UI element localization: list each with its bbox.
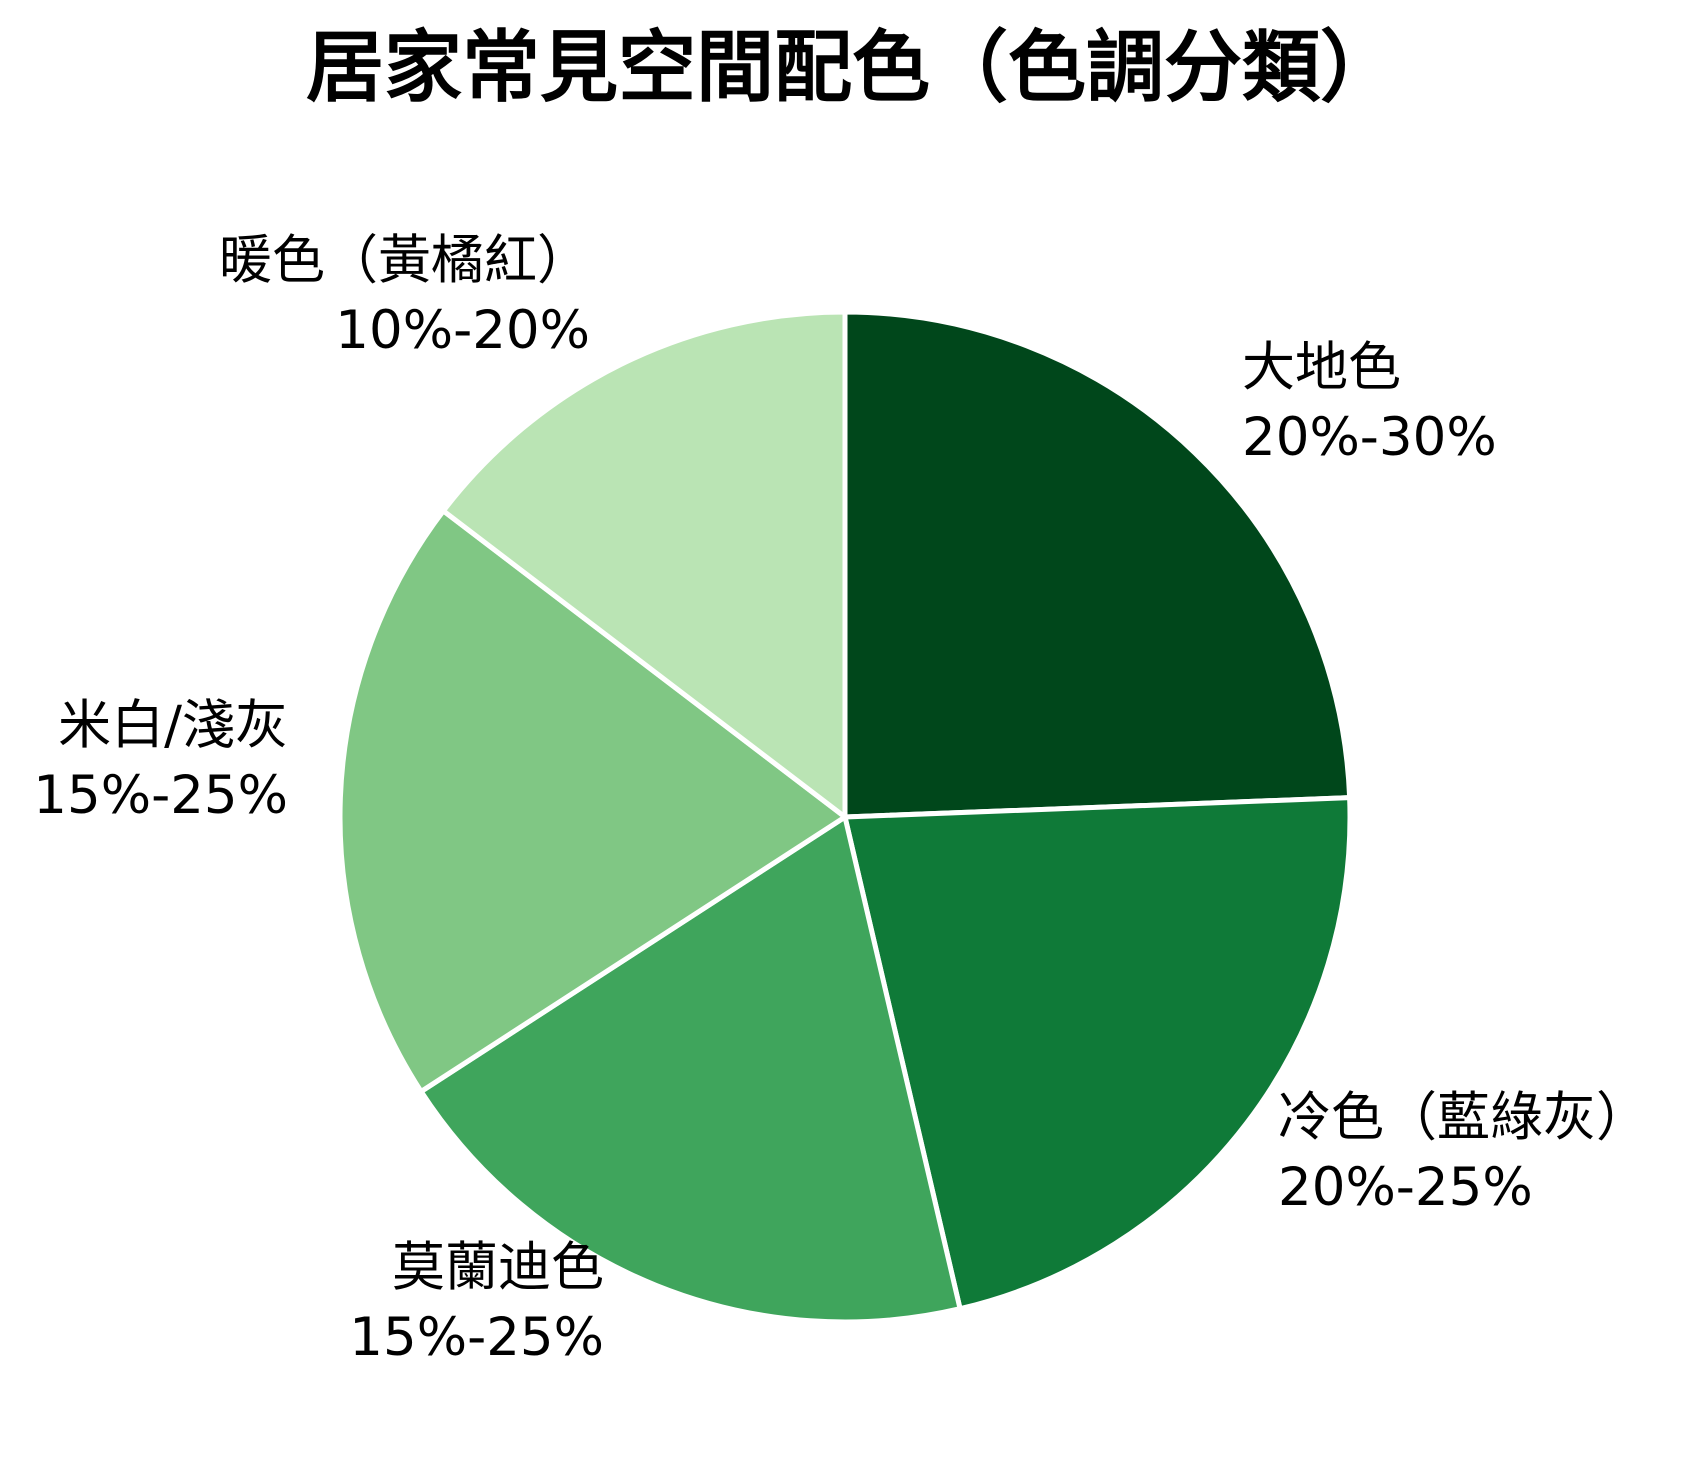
slice-label-name-1: 大地色 (1242, 337, 1401, 398)
slice-label-range-3: 15%-25% (349, 1307, 604, 1368)
slices-layer (337, 309, 1353, 1325)
slice-label-range-1: 20%-30% (1242, 407, 1497, 468)
slice-label-name-2: 冷色（藍綠灰） (1278, 1087, 1649, 1148)
pie-slice-2 (842, 795, 1353, 1312)
pie-slice-1 (842, 309, 1353, 820)
slice-label-name-4: 米白/淺灰 (58, 695, 288, 756)
labels-layer: 大地色 20%-30% 冷色（藍綠灰） 20%-25% 莫蘭迪色 15%-25% 米白/淺灰… (33, 230, 1649, 1368)
slice-label-name-5: 暖色（黃橘紅） (219, 230, 590, 291)
pie-slice-3 (418, 814, 963, 1325)
pie-slice-5 (440, 309, 848, 820)
slice-label-range-2: 20%-25% (1278, 1157, 1533, 1218)
slice-label-name-3: 莫蘭迪色 (392, 1237, 604, 1298)
slice-label-range-5: 10%-20% (335, 300, 590, 361)
slice-label-range-4: 15%-25% (33, 765, 288, 826)
chart-title: 居家常見空間配色（色調分類） (305, 23, 1398, 113)
pie-slice-4 (337, 508, 848, 1094)
